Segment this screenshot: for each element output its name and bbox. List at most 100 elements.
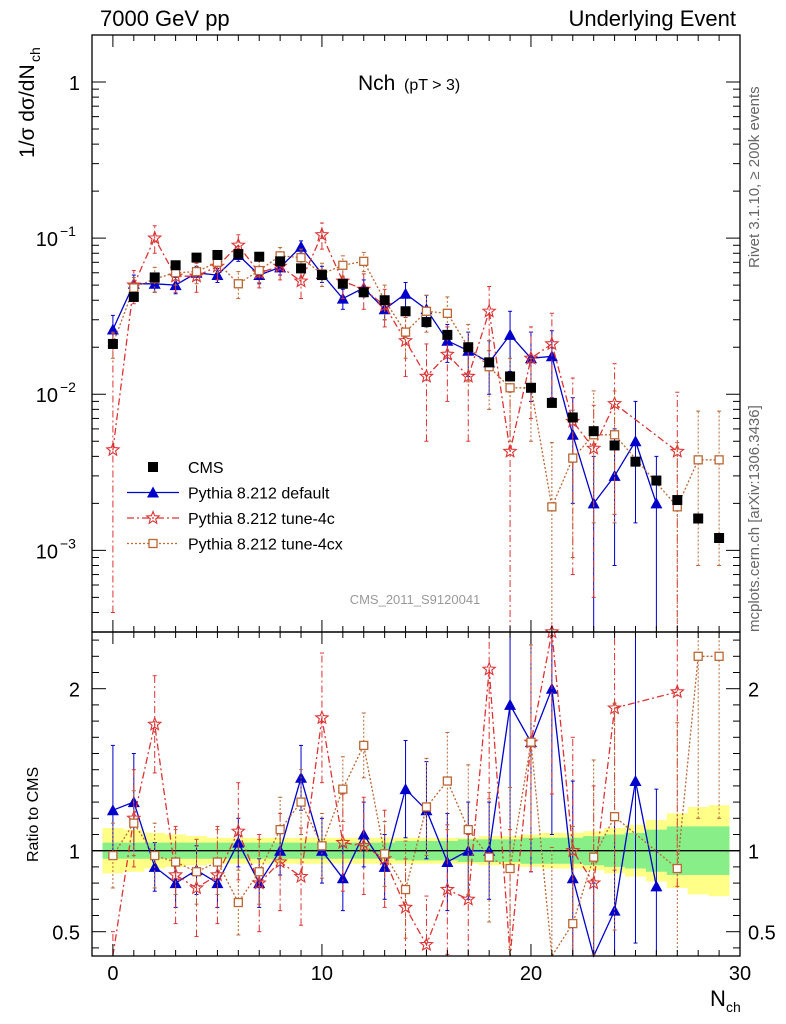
data-point [460,368,476,383]
ratio-y-tick-label-left: 1 [69,842,80,864]
data-point-cms [693,513,704,524]
data-point [296,252,306,263]
header-right: Underlying Event [568,6,736,31]
ratio-point [442,776,453,786]
legend-label: CMS [188,460,224,477]
ratio-point [526,737,536,747]
data-point-cms [358,287,369,298]
series-3-main [108,247,724,633]
data-point-cms [672,495,683,506]
data-point [439,346,455,361]
ratio-line [112,655,720,958]
data-point [502,443,518,458]
header-left: 7000 GeV pp [100,6,230,31]
data-point [650,497,663,509]
ratio-point [232,836,245,848]
data-point-cms [442,329,453,340]
data-point [105,441,121,457]
y-tick-label-exponent: −2 [60,379,76,395]
data-point-cms [275,256,286,267]
data-point-cms [149,272,160,283]
data-point [505,383,515,393]
ratio-point [421,802,432,812]
axes [91,34,741,957]
ratio-point [606,700,623,715]
analysis-watermark: CMS_2011_S9120041 [350,592,481,607]
ratio-y-tick-label-left: 0.5 [52,923,80,945]
data-point [147,230,163,245]
ratio-point [212,857,223,867]
data-point-cms [400,306,411,317]
ratio-point [251,875,267,890]
data-point-cms [505,371,516,382]
data-point-cms [191,252,202,263]
legend: CMS Pythia 8.212 default Pythia 8.212 tune… [127,460,343,554]
ratio-axis-label: Ratio to CMS [25,767,42,862]
data-point [568,453,578,463]
series-2-ratio [110,623,685,957]
data-point [544,335,560,351]
ratio-point [565,842,581,858]
data-point [293,273,309,288]
y-tick-label: 10 [36,229,58,251]
ratio-y-tick-label-right: 1 [748,842,759,864]
ratio-point [191,867,202,877]
data-point-cms [630,456,641,467]
ratio-point [650,880,663,892]
y-axis-label: 1/σ dσ/dN [16,64,39,158]
ratio-y-tick-label-left: 2 [69,680,80,702]
series-cms [107,249,725,544]
y-tick-label-exponent: −1 [60,223,76,239]
ratio-point [693,651,703,661]
data-point [233,279,243,289]
x-tick-label: 20 [520,963,542,985]
ratio-y-tick-label-right: 0.5 [748,923,776,945]
x-axis-label: N [710,986,726,1011]
x-tick-label: 10 [311,963,333,985]
x-tick-label: 30 [729,963,751,985]
data-point [629,435,642,447]
data-point [504,328,517,340]
data-point-cms [107,338,118,349]
series-line [112,255,720,510]
data-point-cms [421,317,432,328]
legend-marker [148,462,158,472]
ratio-line [112,631,678,957]
ratio-point [170,857,181,867]
ratio-point [504,698,517,710]
data-point [418,368,435,383]
ratio-point [254,867,264,877]
data-point-cms [254,251,265,262]
data-point [608,469,621,481]
ratio-point [669,683,685,699]
data-point [230,237,246,252]
data-point [167,268,184,283]
data-point-cms [714,533,725,544]
data-point [442,308,453,318]
data-point-cms [484,357,495,368]
ratio-point [314,709,330,725]
ratio-point [233,897,243,908]
ratio-point [317,841,327,851]
ratio-point [335,834,351,850]
ratio-point [108,850,118,861]
data-point [314,226,330,242]
ratio-point [399,783,412,795]
data-point [400,327,411,337]
data-point-cms [609,440,620,451]
data-point-cms [651,475,662,486]
ratio-point [589,852,599,862]
ratio-point [147,716,163,731]
ratio-point [356,837,372,853]
ratio-point [275,824,285,835]
ratio-panel [92,623,740,958]
plot-title: Nch [358,72,395,95]
ratio-point [230,823,246,838]
ratio-point [418,936,435,952]
legend-marker [147,486,159,498]
main-panel [105,222,725,633]
ratio-y-tick-label-right: 2 [748,680,759,702]
ratio-point [714,651,724,661]
